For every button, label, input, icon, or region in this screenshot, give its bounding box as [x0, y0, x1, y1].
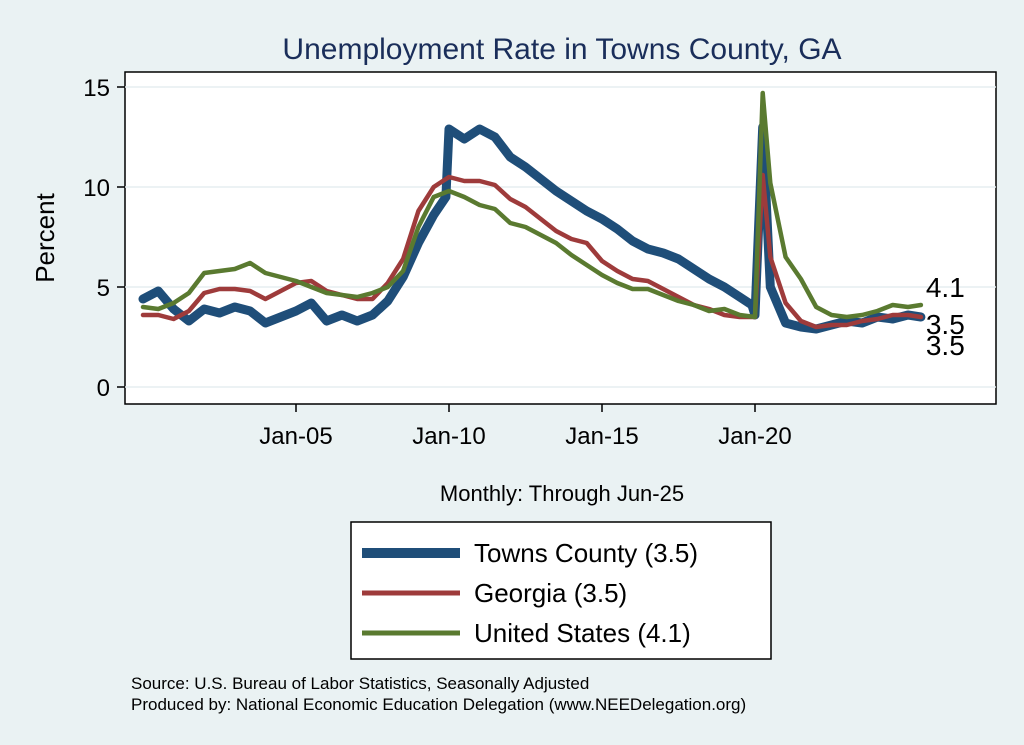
series-line-2 [140, 90, 924, 320]
x-axis-title: Monthly: Through Jun-25 [440, 481, 684, 506]
x-tick-label: Jan-15 [565, 423, 638, 450]
y-axis: 0 5 10 15 [83, 75, 125, 402]
legend-box [350, 521, 772, 660]
x-tick-label: Jan-20 [718, 423, 791, 450]
x-tick-label: Jan-05 [259, 423, 332, 450]
series-lines [138, 90, 926, 334]
end-labels: 3.53.5 4.1 [926, 272, 965, 361]
y-tick-label: 10 [83, 175, 110, 202]
series-end-label: 3.5 [926, 309, 965, 340]
x-axis: Jan-05 Jan-10 Jan-15 Jan-20 [259, 404, 792, 450]
grid [125, 86, 996, 388]
plot-area [124, 71, 997, 405]
legend-label: Towns County (3.5) [474, 538, 698, 568]
series-end-label: 3.5 [926, 330, 965, 361]
series-end-label: 4.1 [926, 272, 965, 303]
legend-label: United States (4.1) [474, 618, 691, 648]
series-line-1 [140, 172, 924, 330]
chart-title: Unemployment Rate in Towns County, GA [282, 33, 841, 66]
y-tick-label: 15 [83, 75, 110, 102]
x-tick-label: Jan-10 [412, 423, 485, 450]
y-tick-label: 5 [97, 275, 110, 302]
source-note: Source: U.S. Bureau of Labor Statistics,… [131, 674, 589, 693]
y-axis-title: Percent [30, 192, 60, 282]
legend: Towns County (3.5) Georgia (3.5) United St… [362, 538, 698, 648]
producer-note: Produced by: National Economic Education… [131, 695, 746, 714]
y-tick-label: 0 [97, 375, 110, 402]
series-line-0 [138, 122, 926, 334]
legend-label: Georgia (3.5) [474, 578, 627, 608]
